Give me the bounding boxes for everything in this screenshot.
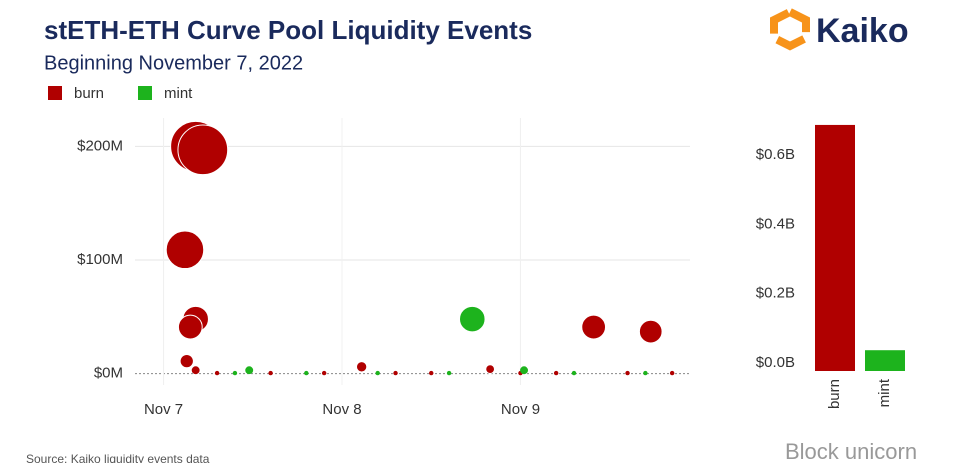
watermark: Block unicorn	[785, 439, 917, 463]
y-tick-label: $0.0B	[756, 354, 795, 371]
bubble	[232, 370, 238, 376]
bubble	[429, 370, 434, 376]
bubble	[485, 364, 496, 374]
bubble	[245, 366, 254, 375]
y-tick-label: $0.4B	[756, 215, 795, 232]
bubble	[179, 354, 194, 369]
bubble	[191, 366, 200, 375]
bubble	[177, 314, 203, 340]
bubble	[643, 370, 648, 376]
bubble	[459, 305, 486, 333]
chart-title: stETH-ETH Curve Pool Liquidity Events	[44, 15, 532, 45]
x-tick-label: burn	[826, 379, 843, 409]
bubble	[214, 370, 220, 376]
bubble	[581, 314, 607, 340]
chart-subtitle: Beginning November 7, 2022	[44, 52, 303, 74]
bubble	[520, 366, 528, 375]
bubble	[165, 230, 205, 270]
bubble	[355, 361, 368, 373]
bubble	[268, 370, 273, 376]
bubble	[553, 370, 559, 376]
legend-swatch	[138, 86, 152, 100]
source: Source: Kaiko liquidity events data	[26, 452, 210, 463]
y-tick-label: $0M	[94, 365, 123, 382]
y-tick-label: $100M	[77, 251, 123, 268]
legend-swatch	[48, 86, 62, 100]
x-tick-label: Nov 7	[144, 401, 183, 418]
legend-label: burn	[74, 85, 104, 102]
bubble	[446, 370, 452, 376]
bar	[815, 124, 855, 371]
bubble	[304, 370, 309, 376]
bubble	[321, 370, 327, 376]
x-tick-label: Nov 9	[501, 401, 540, 418]
bubble	[393, 370, 398, 376]
logo-text: Kaiko	[816, 12, 909, 50]
bubble	[375, 370, 380, 376]
bubble	[177, 124, 229, 176]
bubble	[638, 319, 663, 344]
y-tick-label: $0.2B	[756, 285, 795, 302]
x-tick-label: mint	[876, 378, 893, 407]
x-tick-label: Nov 8	[322, 401, 361, 418]
legend-label: mint	[164, 85, 193, 102]
y-tick-label: $0.6B	[756, 146, 795, 163]
bubble	[571, 370, 577, 376]
bar	[865, 350, 905, 371]
bubble	[625, 370, 630, 376]
logo: Kaiko	[770, 7, 909, 51]
bubble	[669, 370, 675, 376]
y-tick-label: $200M	[77, 137, 123, 154]
